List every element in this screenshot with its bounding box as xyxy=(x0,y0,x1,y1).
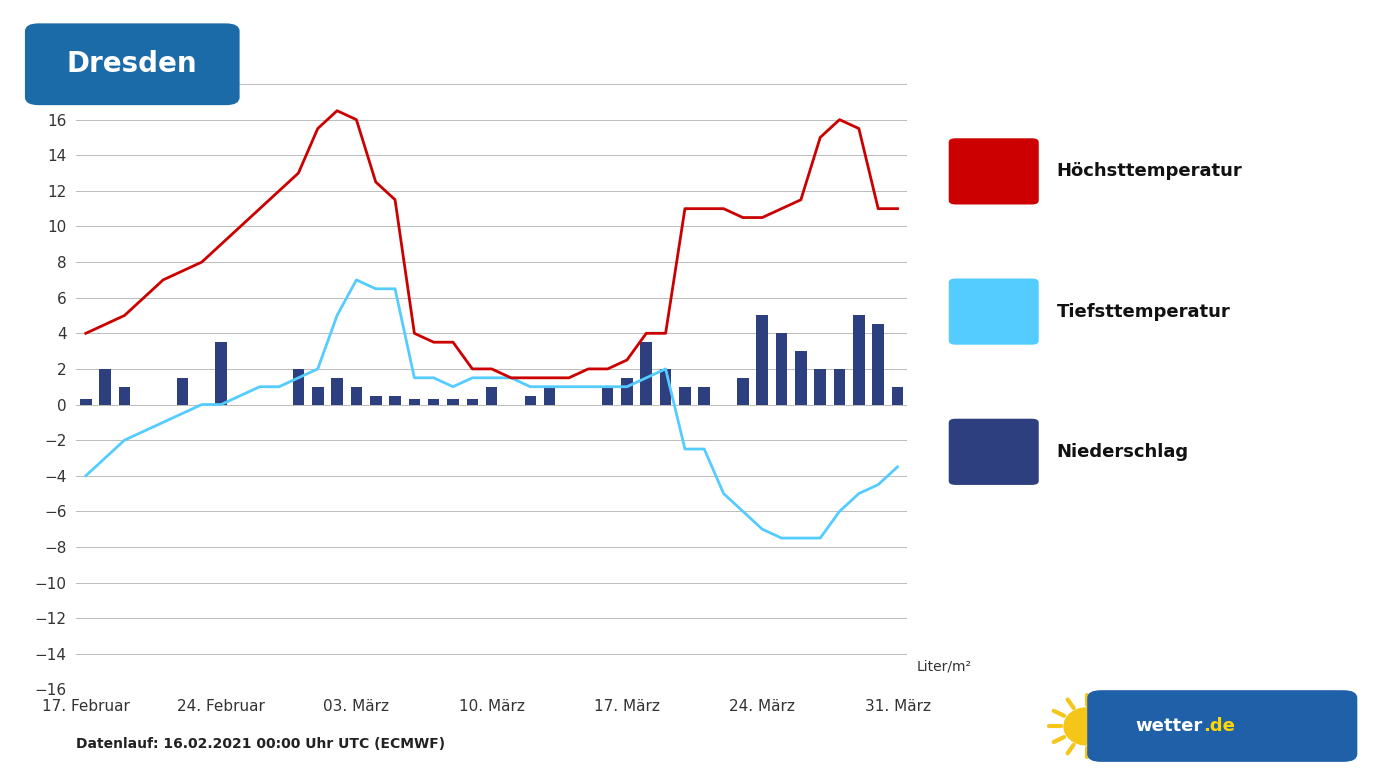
Bar xyxy=(409,399,420,404)
Text: wetter: wetter xyxy=(1136,717,1202,735)
Text: Niederschlag: Niederschlag xyxy=(1057,442,1188,461)
Bar xyxy=(834,369,845,404)
Bar xyxy=(292,369,305,404)
Bar xyxy=(756,315,769,404)
Bar xyxy=(467,399,478,404)
Bar xyxy=(428,399,439,404)
Bar xyxy=(544,386,555,404)
Bar xyxy=(525,396,536,404)
Bar xyxy=(776,333,787,404)
Bar xyxy=(640,342,652,404)
Bar xyxy=(795,351,806,404)
Bar xyxy=(659,369,672,404)
Bar xyxy=(679,386,691,404)
Bar xyxy=(215,342,227,404)
Bar xyxy=(177,378,188,404)
Bar xyxy=(100,369,111,404)
Circle shape xyxy=(1064,708,1109,745)
Text: Dresden: Dresden xyxy=(66,51,198,78)
Bar xyxy=(80,399,91,404)
Bar xyxy=(620,378,633,404)
Text: Liter/m²: Liter/m² xyxy=(917,659,972,673)
Bar xyxy=(331,378,343,404)
Bar xyxy=(119,386,130,404)
Text: Datenlauf: 16.02.2021 00:00 Uhr UTC (ECMWF): Datenlauf: 16.02.2021 00:00 Uhr UTC (ECM… xyxy=(76,737,446,751)
Bar xyxy=(892,386,903,404)
Bar xyxy=(370,396,381,404)
Bar xyxy=(853,315,864,404)
Bar xyxy=(737,378,749,404)
Bar xyxy=(312,386,324,404)
Text: Tiefsttemperatur: Tiefsttemperatur xyxy=(1057,302,1230,321)
Bar xyxy=(602,386,614,404)
Bar xyxy=(698,386,711,404)
Bar xyxy=(389,396,400,404)
Bar xyxy=(350,386,363,404)
Bar xyxy=(873,324,884,404)
Text: Höchsttemperatur: Höchsttemperatur xyxy=(1057,162,1242,181)
Bar xyxy=(486,386,497,404)
Bar xyxy=(447,399,458,404)
Bar xyxy=(814,369,825,404)
Text: .de: .de xyxy=(1202,717,1235,735)
